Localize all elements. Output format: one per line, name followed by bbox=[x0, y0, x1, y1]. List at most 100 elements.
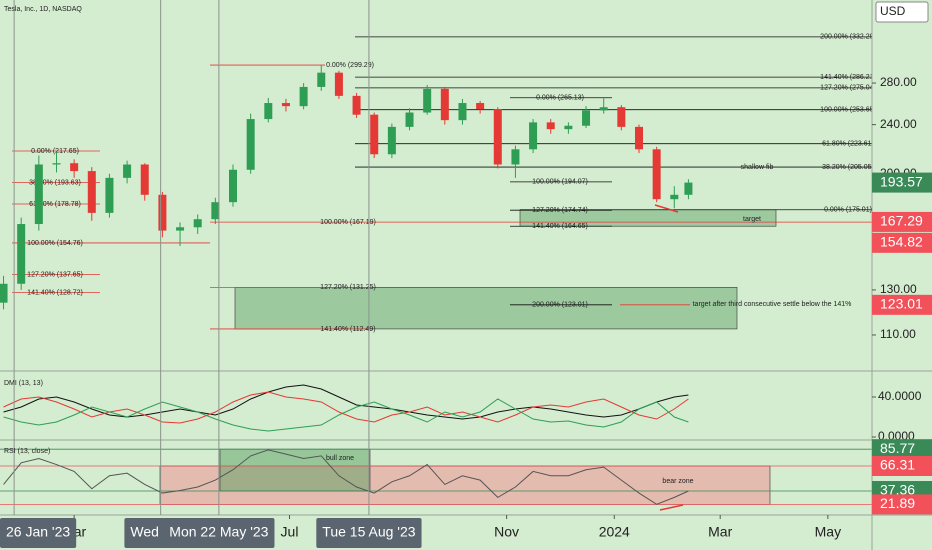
candle-body bbox=[158, 194, 167, 231]
candle-body bbox=[34, 164, 43, 225]
target-zone bbox=[234, 287, 738, 330]
fib-label: 100.00% (154.76) bbox=[27, 240, 83, 247]
candle-body bbox=[17, 224, 26, 284]
candle-body bbox=[299, 86, 308, 107]
fib-label: 141.40% (128.72) bbox=[27, 289, 83, 296]
candle-body bbox=[193, 219, 202, 228]
candle-body bbox=[317, 72, 326, 87]
price-badge bbox=[872, 211, 932, 232]
x-tick-label: Mar bbox=[708, 524, 732, 540]
price-badge bbox=[872, 294, 932, 315]
fib-label: 141.40% (286.21) bbox=[820, 74, 876, 81]
fib-label: 141.40% (164.65) bbox=[532, 223, 588, 230]
y-tick-label: 280.00 bbox=[880, 75, 917, 89]
candle-body bbox=[405, 112, 414, 127]
currency: USD bbox=[880, 4, 906, 18]
dmi-title: DMI (13, 13) bbox=[4, 380, 43, 387]
fib-label: 127.20% (131.25) bbox=[320, 284, 376, 291]
x-tick-label: May bbox=[815, 524, 841, 540]
price-badge-label: 85.77 bbox=[880, 440, 915, 456]
candle-body bbox=[352, 95, 361, 115]
price-badge bbox=[872, 455, 932, 476]
candle-body bbox=[176, 227, 185, 231]
rsi-title: RSI (13, close) bbox=[4, 448, 50, 455]
x-marker-box bbox=[316, 518, 422, 548]
candle-body bbox=[599, 107, 608, 111]
y-tick-label: 40.0000 bbox=[878, 389, 922, 403]
annotation: target after third consecutive settle be… bbox=[693, 301, 852, 308]
annotation: target bbox=[743, 216, 761, 223]
fib-label: 0.00% (265.13) bbox=[536, 95, 584, 102]
price-badge bbox=[872, 439, 932, 460]
fib-label: 127.20% (174.74) bbox=[532, 207, 588, 214]
indicator-line bbox=[3, 398, 689, 432]
y-tick-label: 240.00 bbox=[880, 117, 917, 131]
candle-body bbox=[281, 103, 290, 107]
x-marker-label: Tue 15 Aug '23 bbox=[322, 524, 415, 540]
candle-body bbox=[387, 126, 396, 155]
fib-label: 0.00% (217.65) bbox=[31, 148, 79, 155]
candle-body bbox=[264, 103, 273, 120]
annotation: shallow fib bbox=[741, 164, 774, 171]
price-pane: 0.00% (217.65) 38.20% (193.63) 61.80% (178… bbox=[0, 34, 876, 333]
x-marker-box bbox=[0, 518, 77, 548]
candle-body bbox=[546, 122, 555, 130]
candle-body bbox=[634, 126, 643, 150]
currency-box[interactable] bbox=[875, 1, 929, 23]
price-badge-label: 21.89 bbox=[880, 495, 915, 511]
price-badge-label: 37.36 bbox=[880, 482, 915, 498]
fib-label: 100.00% (194.07) bbox=[532, 179, 588, 186]
candle-body bbox=[123, 164, 132, 178]
price-badge bbox=[872, 232, 932, 253]
y-tick-label: 110.00 bbox=[880, 327, 916, 341]
indicator-line bbox=[3, 391, 689, 424]
fib-label: 61.80% (178.78) bbox=[29, 201, 81, 208]
candle-body bbox=[0, 283, 8, 303]
x-marker-box bbox=[163, 518, 275, 548]
candle-body bbox=[87, 171, 96, 213]
candle-body bbox=[529, 122, 538, 150]
x-marker-label: 26 Jan '23 bbox=[6, 524, 70, 540]
x-tick-label: Nov bbox=[494, 524, 519, 540]
candle-body bbox=[105, 177, 114, 213]
candle-body bbox=[670, 194, 679, 200]
candle-body bbox=[458, 103, 467, 121]
dmi-pane bbox=[3, 384, 689, 432]
candle-body bbox=[564, 125, 573, 130]
price-badge bbox=[872, 172, 932, 193]
candle-body bbox=[423, 88, 432, 113]
divergence-line bbox=[659, 504, 684, 511]
price-badge bbox=[872, 494, 932, 515]
fib-label: 0.00% (299.29) bbox=[326, 62, 374, 69]
fib-label: 38.20% (205.05) bbox=[822, 164, 874, 171]
candle-body bbox=[652, 149, 661, 200]
annotation: bear zone bbox=[662, 478, 693, 485]
price-badge-label: 66.31 bbox=[880, 457, 915, 473]
x-tick-label: 2024 bbox=[599, 524, 630, 540]
candle-body bbox=[493, 109, 502, 165]
candle-body bbox=[476, 103, 485, 110]
candle-body bbox=[334, 72, 343, 96]
candle-body bbox=[511, 149, 520, 165]
candle-body bbox=[70, 163, 79, 172]
fib-label: 61.80% (223.61) bbox=[822, 141, 874, 148]
annotation: bull zone bbox=[326, 455, 354, 462]
candle-body bbox=[370, 114, 379, 155]
candle-body bbox=[246, 119, 255, 170]
price-badge-label: 123.01 bbox=[880, 296, 923, 312]
fib-label: 141.40% (112.49) bbox=[320, 326, 375, 333]
candle-body bbox=[617, 107, 626, 127]
x-tick-label: Jul bbox=[281, 524, 299, 540]
fib-label: 127.20% (137.65) bbox=[27, 271, 83, 278]
candle-body bbox=[140, 164, 149, 195]
y-tick-label: 130.00 bbox=[880, 282, 917, 296]
price-badge-label: 167.29 bbox=[880, 213, 923, 229]
fib-label: 200.00% (332.29) bbox=[820, 34, 876, 41]
fib-label: 0.00% (175.01) bbox=[824, 207, 872, 214]
x-marker-label: Mon 22 May '23 bbox=[169, 524, 268, 540]
indicator-line bbox=[3, 384, 689, 420]
fib-label: 200.00% (123.01) bbox=[532, 302, 588, 309]
